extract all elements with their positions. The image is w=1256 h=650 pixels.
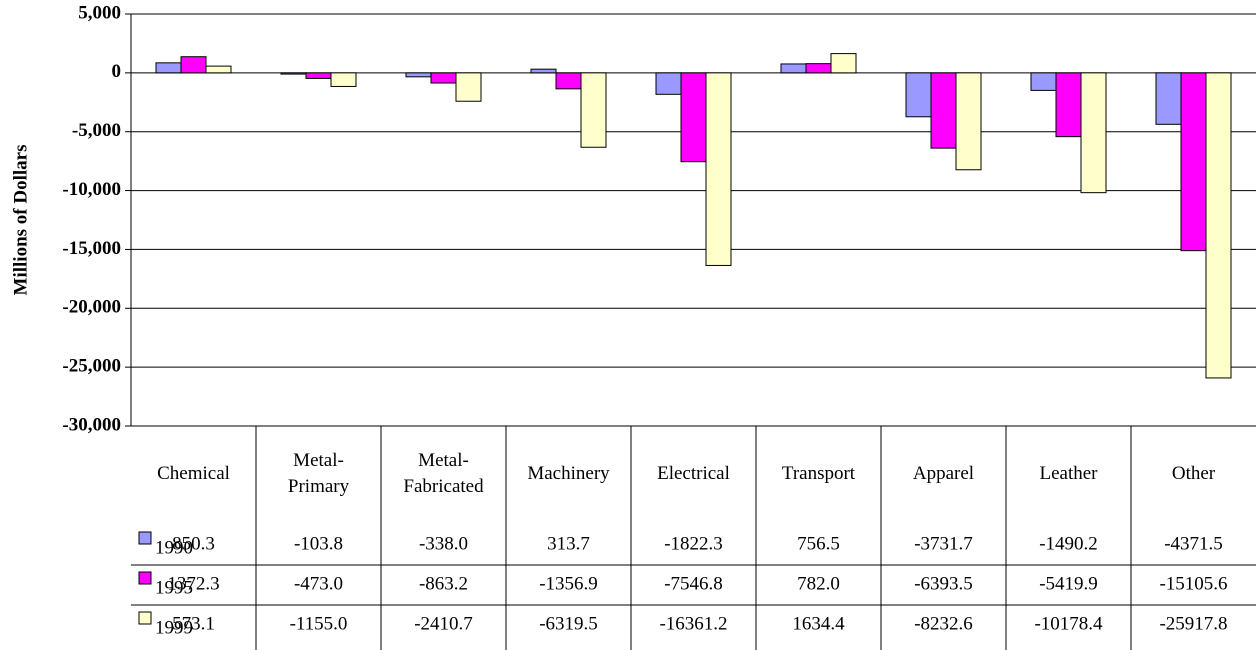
category-label: Apparel bbox=[912, 463, 975, 484]
table-value: -473.0 bbox=[294, 573, 343, 594]
table-value: -6319.5 bbox=[539, 613, 598, 634]
bar bbox=[955, 72, 982, 171]
bar bbox=[1030, 72, 1057, 91]
category-label: Electrical bbox=[657, 463, 730, 484]
legend-key bbox=[138, 571, 152, 585]
category-label: Metal- Fabricated bbox=[403, 450, 484, 497]
table-value: -8232.6 bbox=[914, 613, 973, 634]
legend-label: 1990 bbox=[155, 537, 193, 558]
table-value: 573.1 bbox=[172, 613, 215, 634]
y-tick-label: -15,000 bbox=[62, 238, 121, 259]
table-value: -338.0 bbox=[419, 533, 468, 554]
category-label: Transport bbox=[781, 463, 856, 484]
table-value: -1822.3 bbox=[664, 533, 723, 554]
table-value: -3731.7 bbox=[914, 533, 973, 554]
table-value: -7546.8 bbox=[664, 573, 723, 594]
bar bbox=[180, 56, 207, 74]
category-label: Machinery bbox=[527, 463, 610, 484]
table-value: -6393.5 bbox=[914, 573, 973, 594]
bar bbox=[930, 72, 957, 149]
legend-label: 1999 bbox=[155, 617, 193, 638]
table-value: -2410.7 bbox=[414, 613, 473, 634]
bar bbox=[680, 72, 707, 163]
bar bbox=[330, 72, 357, 87]
y-tick-label: -5,000 bbox=[72, 120, 121, 141]
table-value: -10178.4 bbox=[1034, 613, 1103, 634]
bar bbox=[1155, 72, 1182, 125]
bar bbox=[280, 72, 307, 75]
bar bbox=[430, 72, 457, 84]
y-tick-label: -10,000 bbox=[62, 179, 121, 200]
bar bbox=[830, 53, 857, 74]
bar bbox=[805, 63, 832, 74]
legend-label: 1995 bbox=[155, 577, 193, 598]
y-tick-label: -30,000 bbox=[62, 414, 121, 435]
category-label: Metal- Primary bbox=[287, 450, 350, 497]
y-tick-label: -20,000 bbox=[62, 297, 121, 318]
y-tick-label: 0 bbox=[112, 61, 122, 82]
bar bbox=[155, 62, 182, 74]
table-value: -1490.2 bbox=[1039, 533, 1098, 554]
category-label: Leather bbox=[1039, 463, 1098, 484]
table-value: 1372.3 bbox=[167, 573, 219, 594]
table-value: 1634.4 bbox=[792, 613, 845, 634]
table-value: -15105.6 bbox=[1159, 573, 1227, 594]
bar bbox=[705, 72, 732, 266]
table-value: -4371.5 bbox=[1164, 533, 1223, 554]
table-value: -5419.9 bbox=[1039, 573, 1098, 594]
bar bbox=[205, 65, 232, 74]
table-value: -103.8 bbox=[294, 533, 343, 554]
y-tick-label: 5,000 bbox=[78, 2, 121, 23]
bar bbox=[405, 72, 432, 78]
table-value: 782.0 bbox=[797, 573, 840, 594]
bar bbox=[1055, 72, 1082, 138]
table-value: 313.7 bbox=[547, 533, 590, 554]
bar bbox=[580, 72, 607, 148]
bar bbox=[530, 68, 557, 74]
bar bbox=[655, 72, 682, 95]
bar bbox=[1080, 72, 1107, 194]
y-axis-label: Millions of Dollars bbox=[10, 145, 31, 296]
bar bbox=[905, 72, 932, 118]
table-value: -1356.9 bbox=[539, 573, 598, 594]
legend-key bbox=[138, 611, 152, 625]
table-value: -16361.2 bbox=[659, 613, 727, 634]
category-label: Chemical bbox=[157, 463, 230, 484]
bar bbox=[780, 63, 807, 74]
bar bbox=[455, 72, 482, 102]
table-value: -25917.8 bbox=[1159, 613, 1227, 634]
table-value: -1155.0 bbox=[290, 613, 348, 634]
table-value: -863.2 bbox=[419, 573, 468, 594]
y-tick-label: -25,000 bbox=[62, 356, 121, 377]
bar bbox=[1180, 72, 1207, 252]
bar bbox=[305, 72, 332, 79]
table-value: 756.5 bbox=[797, 533, 840, 554]
bar bbox=[555, 72, 582, 90]
legend-key bbox=[138, 531, 152, 545]
table-value: 850.3 bbox=[172, 533, 215, 554]
category-label: Other bbox=[1171, 463, 1216, 484]
bar bbox=[1205, 72, 1232, 379]
